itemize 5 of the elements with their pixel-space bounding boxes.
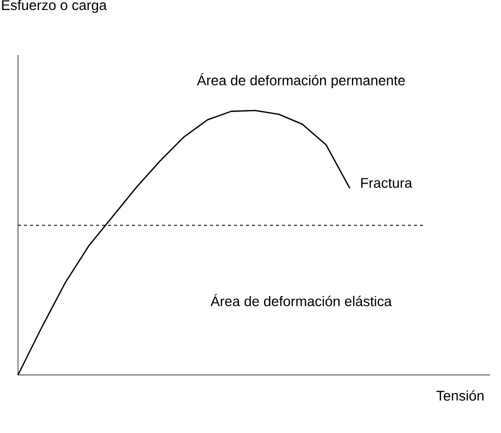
annotation: Fractura [361,178,412,188]
text: Esfuerzo o carga [2,0,107,13]
annotation: Área de deformación elástica [210,294,392,306]
text: Tensión [436,390,484,401]
text: Área de deformación permanente [196,73,405,88]
